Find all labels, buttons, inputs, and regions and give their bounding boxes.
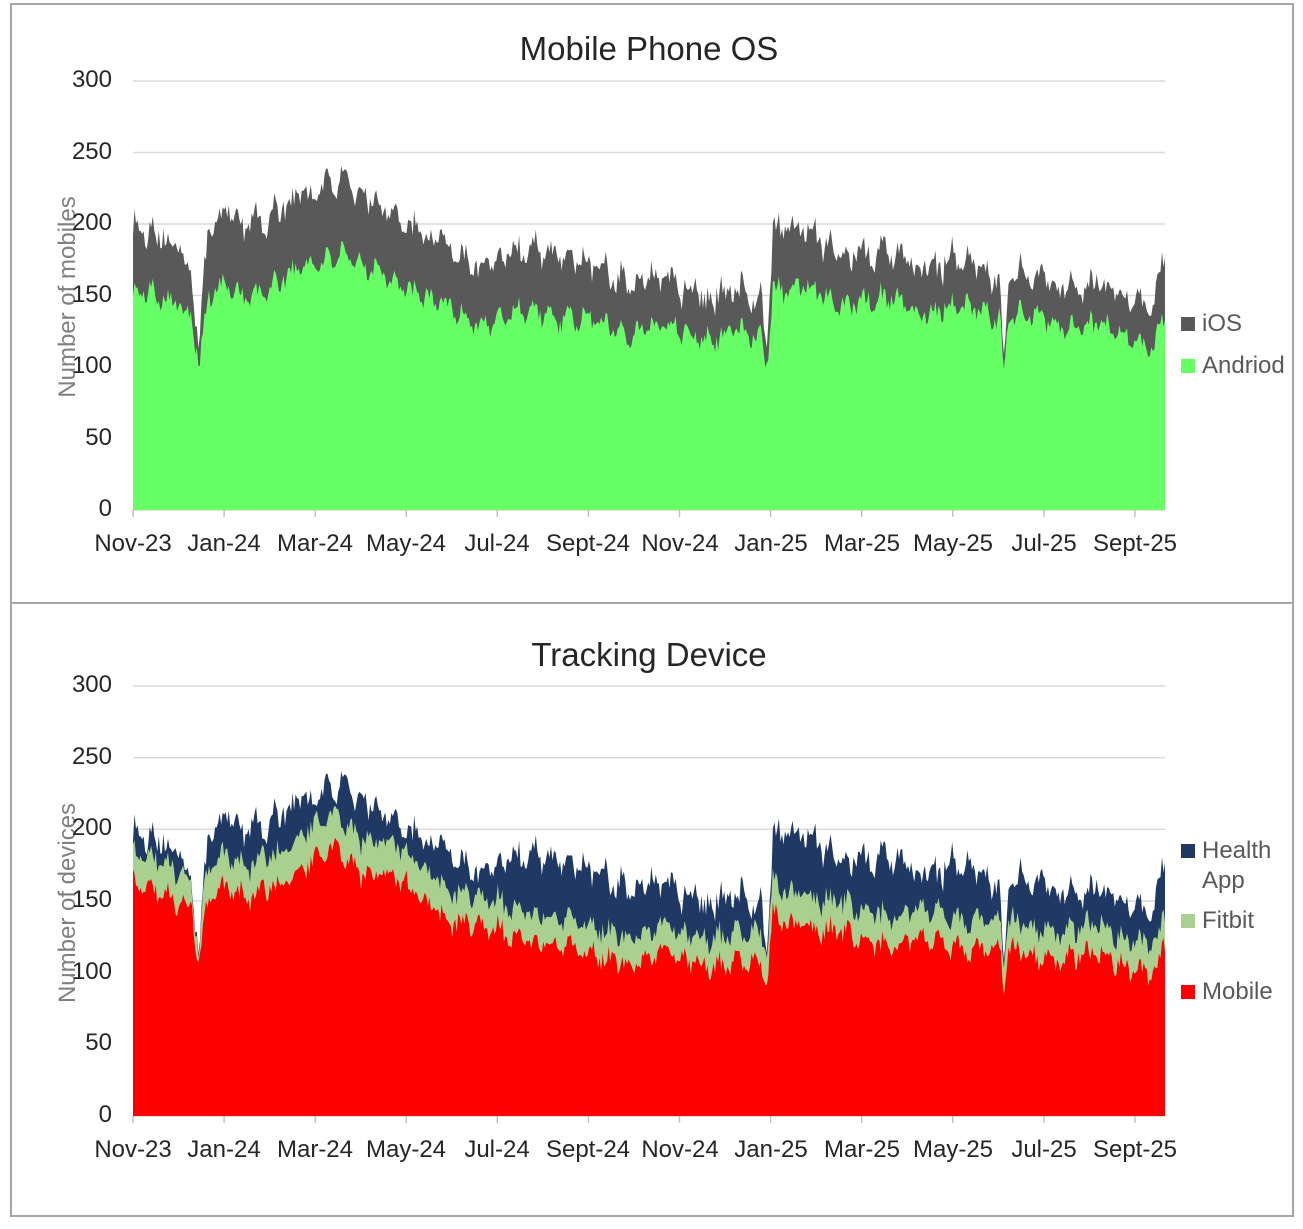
legend-entry-andriod: Andriod (1181, 351, 1293, 381)
x-tick-label-Jul-24: Jul-24 (464, 1136, 530, 1163)
chart-0-group (132, 80, 1165, 517)
x-tick-label-May-24: May-24 (365, 1136, 447, 1163)
x-tick-label-Nov-24: Nov-24 (641, 530, 719, 557)
legend-swatch-icon (1181, 844, 1195, 858)
y-tick-label-250: 250 (71, 743, 112, 770)
x-tick-label-Jan-25: Jan-25 (734, 530, 808, 557)
y-tick-label-50: 50 (85, 1029, 112, 1056)
legend-label: iOS (1202, 310, 1243, 337)
y-tick-label-300: 300 (71, 66, 112, 93)
x-tick-label-Mar-24: Mar-24 (276, 530, 354, 557)
legend-swatch-icon (1181, 317, 1195, 331)
y-tick-label-100: 100 (71, 958, 112, 985)
legend-swatch-icon (1181, 914, 1195, 928)
legend-entry-health-app: Health App (1181, 836, 1293, 896)
x-tick-label-Sept-24: Sept-24 (545, 1136, 631, 1163)
x-tick-label-Nov-23: Nov-23 (94, 530, 172, 557)
series-area-mobile (133, 837, 1165, 1116)
y-tick-label-200: 200 (71, 209, 112, 236)
legend-swatch-icon (1181, 985, 1195, 999)
x-tick-label-May-25: May-25 (912, 1136, 994, 1163)
x-tick-label-May-25: May-25 (912, 530, 994, 557)
x-tick-label-Jul-24: Jul-24 (464, 530, 530, 557)
y-tick-label-150: 150 (71, 886, 112, 913)
y-tick-label-200: 200 (71, 814, 112, 841)
legend-entry-mobile: Mobile (1181, 977, 1293, 1007)
x-tick-label-Mar-24: Mar-24 (276, 1136, 354, 1163)
y-tick-label-0: 0 (98, 1101, 112, 1128)
x-tick-label-Nov-23: Nov-23 (94, 1136, 172, 1163)
chart-title-mobile-phone-os: Mobile Phone OS (519, 30, 779, 67)
x-tick-label-Nov-24: Nov-24 (641, 1136, 719, 1163)
x-tick-label-Jul-25: Jul-25 (1011, 1136, 1077, 1163)
x-tick-label-Sept-25: Sept-25 (1092, 1136, 1178, 1163)
y-tick-label-0: 0 (98, 495, 112, 522)
x-tick-label-Jan-24: Jan-24 (187, 530, 261, 557)
y-tick-label-250: 250 (71, 138, 112, 165)
y-tick-label-150: 150 (71, 281, 112, 308)
y-tick-label-100: 100 (71, 352, 112, 379)
x-tick-label-Sept-25: Sept-25 (1092, 530, 1178, 557)
x-tick-label-Jul-25: Jul-25 (1011, 530, 1077, 557)
x-tick-label-May-24: May-24 (365, 530, 447, 557)
x-tick-label-Jan-25: Jan-25 (734, 1136, 808, 1163)
chart-title-tracking-device: Tracking Device (531, 636, 767, 673)
legend-entry-ios: iOS (1181, 309, 1293, 339)
legend-label: Health App (1202, 837, 1272, 894)
legend-label: Mobile (1202, 978, 1273, 1005)
legend-entry-fitbit: Fitbit (1181, 906, 1293, 936)
x-tick-label-Mar-25: Mar-25 (823, 1136, 901, 1163)
y-tick-label-50: 50 (85, 424, 112, 451)
x-tick-label-Mar-25: Mar-25 (823, 530, 901, 557)
series-area-andriod (133, 241, 1165, 510)
y-tick-label-300: 300 (71, 671, 112, 698)
legend-label: Fitbit (1202, 907, 1255, 934)
chart-1-group (132, 685, 1165, 1123)
x-tick-label-Sept-24: Sept-24 (545, 530, 631, 557)
legend-label: Andriod (1202, 352, 1285, 379)
legend-swatch-icon (1181, 359, 1195, 373)
x-tick-label-Jan-24: Jan-24 (187, 1136, 261, 1163)
